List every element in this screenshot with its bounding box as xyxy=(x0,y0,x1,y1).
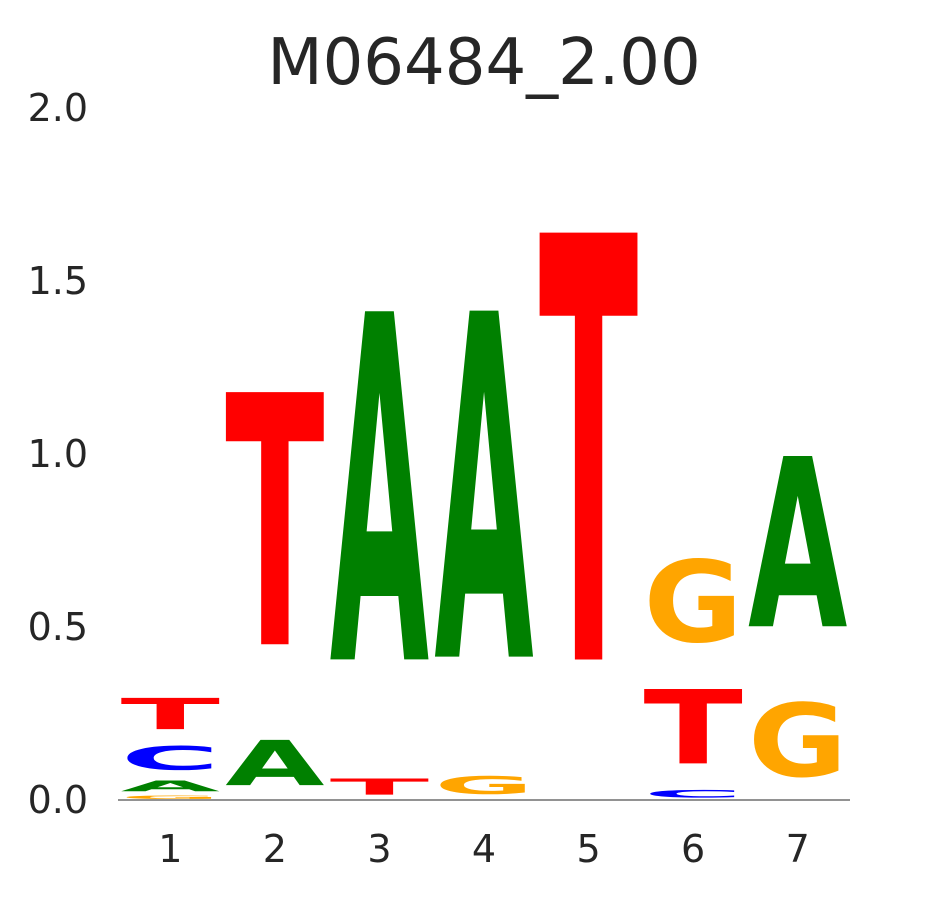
logo-letter-c: C xyxy=(121,740,220,778)
logo-letter-a: A xyxy=(225,727,324,800)
logo-letter-a: A xyxy=(748,411,847,682)
position-stack: T xyxy=(539,116,639,798)
x-tick-label: 7 xyxy=(786,827,810,871)
y-tick-label: 1.0 xyxy=(28,432,88,476)
logo-letter-t: T xyxy=(330,774,429,800)
logo-letter-t: T xyxy=(643,668,743,787)
logo-letter-g: G xyxy=(748,684,847,801)
x-tick-label: 3 xyxy=(367,827,391,871)
y-tick-label: 2.0 xyxy=(28,86,88,130)
logo-letter-a: A xyxy=(121,778,221,795)
y-tick-label: 0.5 xyxy=(28,605,88,649)
y-tick-label: 1.5 xyxy=(28,259,88,303)
x-tick-label: 5 xyxy=(576,827,600,871)
logo-letter-a: A xyxy=(330,217,430,773)
x-tick-label: 1 xyxy=(158,827,182,871)
x-tick-label: 4 xyxy=(472,827,496,871)
x-tick-label: 2 xyxy=(263,827,287,871)
logo-letter-t: T xyxy=(121,690,220,740)
logo-letter-a: A xyxy=(434,216,534,769)
position-stack: CTG xyxy=(643,538,743,800)
logo-letter-c: C xyxy=(643,788,742,800)
position-stack: TA xyxy=(330,217,430,800)
logo-letter-g: G xyxy=(121,795,220,800)
x-tick-label: 6 xyxy=(681,827,705,871)
position-stack: GA xyxy=(748,411,847,801)
logo-letter-g: G xyxy=(434,771,533,800)
position-stack: AT xyxy=(225,324,325,800)
y-axis: 0.0 0.5 1.0 1.5 2.0 xyxy=(28,86,88,822)
position-stack: GA xyxy=(434,216,534,800)
logo-letter-t: T xyxy=(225,324,325,727)
x-axis: 1 2 3 4 5 6 7 xyxy=(158,827,810,871)
chart-title: M06484_2.00 xyxy=(267,26,700,100)
logo-letter-t: T xyxy=(539,116,639,798)
y-tick-label: 0.0 xyxy=(28,778,88,822)
logo-letter-g: G xyxy=(643,538,742,669)
